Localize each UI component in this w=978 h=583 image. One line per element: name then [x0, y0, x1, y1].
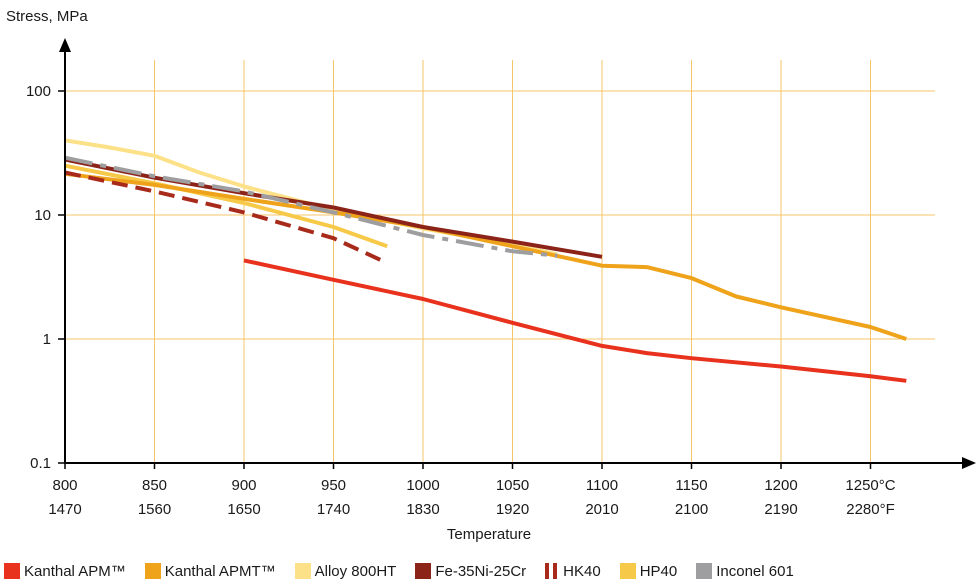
y-axis-label: Stress, MPa [6, 8, 88, 25]
legend-swatch [619, 563, 636, 579]
legend-item: Inconel 601 [696, 563, 794, 580]
series-group [64, 138, 907, 383]
legend-swatch [144, 563, 161, 579]
axes [59, 38, 976, 469]
x-tick-label-c: 850 [142, 477, 167, 494]
legend-label: Alloy 800HT [314, 562, 397, 580]
legend-label: Kanthal APM™ [24, 562, 126, 580]
y-ticks: 100 10 1 0.1 [26, 83, 65, 472]
legend-swatch [415, 563, 432, 579]
series-line-5 [64, 163, 388, 249]
legend-swatch [545, 563, 560, 579]
x-tick-label-f: 1920 [496, 501, 529, 518]
legend-swatch [294, 563, 311, 579]
x-tick-label-c: 1100 [586, 477, 618, 494]
x-tick-label-c: 1200 [764, 477, 797, 494]
x-tick-label-c: 1050 [496, 477, 529, 494]
legend: Kanthal APM™ Kanthal APMT™ Alloy 800HT Fe-3… [4, 561, 794, 581]
x-tick-label-f: 1650 [227, 501, 260, 518]
y-tick-label: 0.1 [30, 455, 51, 472]
y-tick-label: 100 [26, 83, 51, 100]
x-tick-label-f: 1740 [317, 501, 350, 518]
series-line-0 [243, 258, 907, 383]
x-tick-label-f: 2280°F [846, 501, 895, 518]
legend-item: Fe-35Ni-25Cr [415, 563, 526, 580]
x-tick-label-c: 1150 [675, 477, 707, 494]
legend-label: HP40 [639, 562, 678, 580]
legend-item: HP40 [619, 562, 678, 580]
legend-label: Fe-35Ni-25Cr [435, 562, 527, 580]
series-line-1 [64, 171, 907, 341]
x-axis-label: Temperature [447, 526, 531, 543]
legend-item: Alloy 800HT [294, 562, 397, 580]
legend-swatch [4, 563, 20, 579]
x-tick-label-c: 950 [321, 477, 346, 494]
x-tick-label-c: 800 [52, 477, 77, 494]
x-tick-label-f: 2190 [764, 501, 797, 518]
legend-label: Inconel 601 [716, 562, 794, 580]
x-tick-label-f: 1470 [48, 501, 81, 518]
legend-item: HK40 [545, 563, 601, 580]
legend-label: HK40 [563, 562, 601, 580]
y-tick-label: 1 [43, 331, 51, 348]
x-tick-label-c: 900 [231, 477, 256, 494]
legend-swatch [696, 563, 713, 579]
legend-label: Kanthal APMT™ [164, 562, 276, 580]
x-tick-label-c: 1250°C [845, 477, 895, 494]
x-tick-label-f: 1560 [138, 501, 171, 518]
x-tick-label-f: 2100 [675, 501, 708, 518]
legend-item: Kanthal APM™ [4, 563, 126, 580]
series-line-6 [64, 155, 558, 258]
x-ticks: 800 1470 850 1560 900 1650 950 1740 1000 1830 1050… [48, 463, 896, 518]
x-tick-label-f: 1830 [406, 501, 439, 518]
y-axis-arrow [59, 38, 71, 52]
x-tick-label-c: 1000 [406, 477, 439, 494]
y-tick-label: 10 [34, 207, 51, 224]
series-line-4 [64, 170, 389, 265]
grid-lines [58, 60, 935, 463]
chart: 100 10 1 0.1 800 1470 850 1560 900 1650 950 1740 10… [6, 8, 976, 543]
legend-item: Kanthal APMT™ [144, 562, 276, 580]
x-tick-label-f: 2010 [585, 501, 618, 518]
x-axis-arrow [962, 457, 976, 469]
